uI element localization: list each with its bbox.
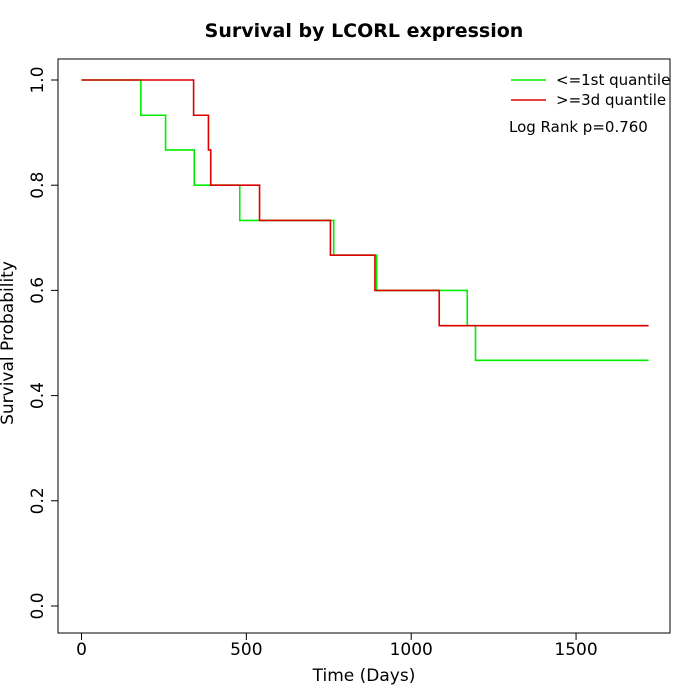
x-tick-label: 1500: [554, 640, 597, 660]
legend-label: >=3d quantile: [556, 91, 666, 109]
y-tick-label: 0.0: [28, 592, 48, 619]
chart-title: Survival by LCORL expression: [205, 20, 524, 42]
y-tick-label: 0.8: [28, 172, 48, 199]
high-expression-curve: [81, 79, 649, 327]
x-tick-label: 1000: [390, 640, 433, 660]
plot-frame: [57, 58, 671, 634]
survival-curves: [81, 79, 649, 362]
y-tick-label: 0.6: [28, 277, 48, 304]
x-axis-label: Time (Days): [312, 666, 416, 686]
legend: <=1st quantile >=3d quantile: [511, 71, 670, 109]
x-axis: 0 500 1000 1500: [76, 632, 598, 660]
x-tick-label: 500: [230, 640, 262, 660]
y-axis-label: Survival Probability: [0, 261, 18, 425]
log-rank-annotation: Log Rank p=0.760: [509, 118, 648, 136]
y-tick-label: 0.4: [28, 382, 48, 409]
legend-label: <=1st quantile: [556, 71, 670, 89]
y-axis: 0.0 0.2 0.4 0.6 0.8 1.0: [28, 66, 59, 620]
x-tick-label: 0: [76, 640, 87, 660]
y-tick-label: 0.2: [28, 487, 48, 514]
y-tick-label: 1.0: [28, 66, 48, 93]
